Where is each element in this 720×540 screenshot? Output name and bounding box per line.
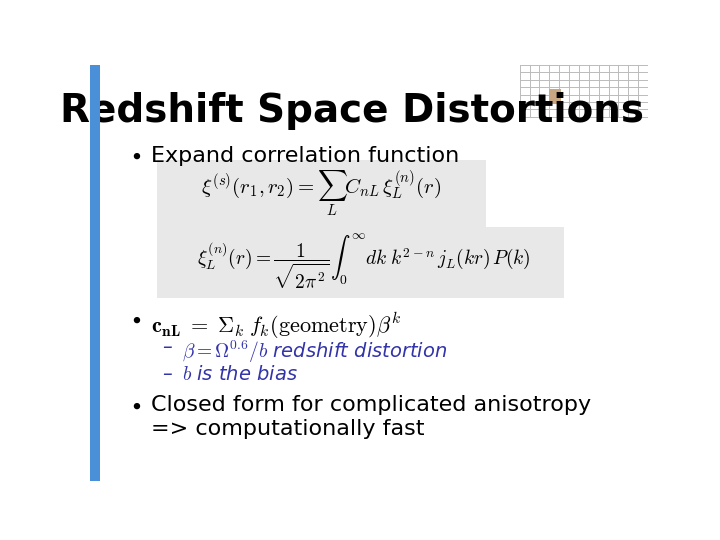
FancyBboxPatch shape [549,89,561,104]
Text: Closed form for complicated anisotropy: Closed form for complicated anisotropy [151,395,592,415]
Text: $\bullet$: $\bullet$ [129,310,141,330]
Text: $\bullet$: $\bullet$ [129,146,141,166]
Text: $\mathbf{c}_{\mathbf{nL}}$$\;=\;\Sigma_k\; f_k\mathrm{(geometry)}\beta^k$: $\mathbf{c}_{\mathbf{nL}}$$\;=\;\Sigma_k… [151,310,402,341]
Text: $b$ is the bias: $b$ is the bias [182,365,298,384]
Text: –: – [163,339,172,357]
Text: $\xi^{(s)}(r_1,r_2) = \sum_L C_{nL}\,\xi_L^{(n)}(r)$: $\xi^{(s)}(r_1,r_2) = \sum_L C_{nL}\,\xi… [202,168,441,219]
Text: => computationally fast: => computationally fast [151,419,425,439]
FancyBboxPatch shape [157,227,564,298]
Text: Expand correlation function: Expand correlation function [151,146,459,166]
Text: –: – [163,365,172,384]
Text: $\beta = \Omega^{0.6}/b$ redshift distortion: $\beta = \Omega^{0.6}/b$ redshift distor… [182,339,447,364]
Text: $\xi_L^{(n)}(r) = \dfrac{1}{\sqrt{2\pi^2}}\int_0^{\infty} dk\; k^{2-n}\, j_L(kr): $\xi_L^{(n)}(r) = \dfrac{1}{\sqrt{2\pi^2… [197,232,530,292]
Text: $\bullet$: $\bullet$ [129,395,141,415]
FancyBboxPatch shape [90,65,100,481]
Text: Redshift Space Distortions: Redshift Space Distortions [60,92,644,130]
FancyBboxPatch shape [157,160,486,229]
